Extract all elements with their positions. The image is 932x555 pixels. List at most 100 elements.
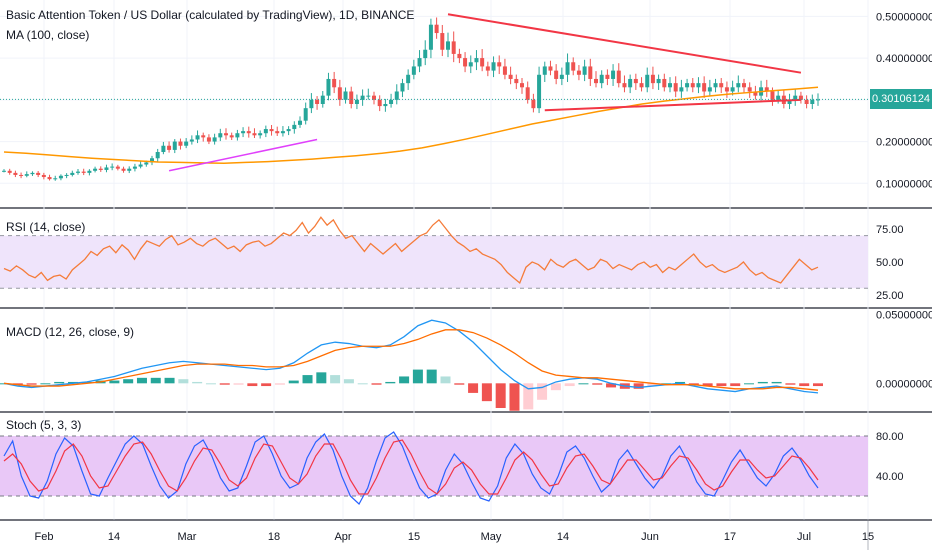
candle-body <box>485 66 490 71</box>
macd-histogram-bar <box>54 381 65 384</box>
candle-body <box>736 83 741 88</box>
rsi-pane-label[interactable]: RSI (14, close) <box>6 220 86 234</box>
candle-body <box>229 135 234 138</box>
candle-body <box>719 83 724 88</box>
candle-body <box>218 133 223 138</box>
candle-body <box>588 66 593 79</box>
macd-histogram-bar <box>150 377 161 384</box>
macd-histogram-bar <box>440 376 451 384</box>
x-tick-label: Mar <box>178 531 197 543</box>
candle-body <box>622 83 627 88</box>
candle-body <box>770 91 775 100</box>
resistance-trendline <box>447 13 802 74</box>
candle-body <box>189 139 194 142</box>
candle-body <box>707 87 712 92</box>
candle-body <box>428 24 433 50</box>
price-tick-label: 0.20000000 <box>876 137 932 149</box>
rsi-tick-label: 50.00 <box>876 257 904 269</box>
candle-body <box>64 174 69 176</box>
macd-histogram-bar <box>219 383 230 385</box>
candle-body <box>87 170 92 173</box>
candle-body <box>656 78 661 84</box>
candle-body <box>167 145 172 150</box>
candle-body <box>115 166 120 169</box>
candle-body <box>132 166 137 169</box>
candle-body <box>764 87 769 92</box>
candle-body <box>19 174 24 176</box>
candle-body <box>241 131 246 134</box>
candle-body <box>389 99 394 104</box>
x-tick-label: 18 <box>268 531 280 543</box>
signal-line <box>3 329 819 391</box>
rising-trendline <box>168 138 318 172</box>
candle-body <box>195 135 200 140</box>
x-tick-label: Apr <box>334 531 351 543</box>
candle-body <box>178 141 183 146</box>
candle-body <box>383 104 388 107</box>
candle-body <box>542 66 547 75</box>
macd-pane-label[interactable]: MACD (12, 26, close, 9) <box>6 325 135 339</box>
candle-body <box>650 74 655 84</box>
macd-histogram-bar <box>426 369 437 384</box>
macd-histogram-bar <box>702 383 713 387</box>
candle-body <box>246 131 251 134</box>
ma-indicator-label[interactable]: MA (100, close) <box>6 28 90 42</box>
candle-body <box>616 70 621 84</box>
candle-body <box>633 78 638 84</box>
candle-body <box>474 58 479 63</box>
rsi-band <box>0 235 868 289</box>
candle-body <box>184 141 189 146</box>
candle-body <box>93 168 98 171</box>
candle-body <box>434 24 439 34</box>
macd-histogram-bar <box>744 383 755 385</box>
candle-body <box>372 95 376 100</box>
candle-body <box>690 83 695 88</box>
macd-histogram-bar <box>468 383 479 393</box>
macd-histogram-bar <box>454 383 465 385</box>
macd-histogram-bar <box>688 383 699 385</box>
candle-body <box>742 83 746 88</box>
candle-body <box>13 172 18 175</box>
candle-body <box>491 62 496 71</box>
candle-body <box>605 74 610 79</box>
x-tick-label: 14 <box>557 531 569 543</box>
candle-body <box>463 58 468 67</box>
candle-body <box>394 91 399 100</box>
macd-histogram-bar <box>633 383 644 389</box>
macd-histogram-bar <box>537 383 548 400</box>
macd-histogram-bar <box>247 383 258 387</box>
candle-body <box>58 175 63 179</box>
candle-body <box>565 62 570 75</box>
candle-body <box>724 87 729 92</box>
rsi-tick-label: 75.00 <box>876 224 904 236</box>
ma-line <box>3 86 819 165</box>
candle-body <box>343 91 348 100</box>
candle-body <box>24 174 29 176</box>
candle-body <box>502 66 507 75</box>
candle-body <box>639 83 644 88</box>
candle-body <box>457 53 462 59</box>
candle-body <box>730 87 735 92</box>
candle-body <box>696 83 701 88</box>
stoch-pane-label[interactable]: Stoch (5, 3, 3) <box>6 418 82 432</box>
macd-histogram-bar <box>647 383 658 387</box>
candle-body <box>150 158 154 163</box>
macd-histogram-bar <box>12 383 23 385</box>
candle-body <box>309 99 314 109</box>
candle-body <box>280 131 285 134</box>
candle-body <box>798 95 803 100</box>
macd-histogram-bar <box>109 380 120 384</box>
candle-body <box>525 87 530 100</box>
candle-body <box>332 78 337 88</box>
candle-body <box>377 99 382 107</box>
candle-body <box>531 99 536 109</box>
macd-histogram-bar <box>399 376 410 384</box>
candle-body <box>508 74 513 79</box>
candle-body <box>47 177 52 180</box>
macd-histogram-bar <box>509 383 520 411</box>
candle-body <box>275 131 280 134</box>
candle-body <box>406 74 411 84</box>
macd-histogram-bar <box>564 383 575 387</box>
